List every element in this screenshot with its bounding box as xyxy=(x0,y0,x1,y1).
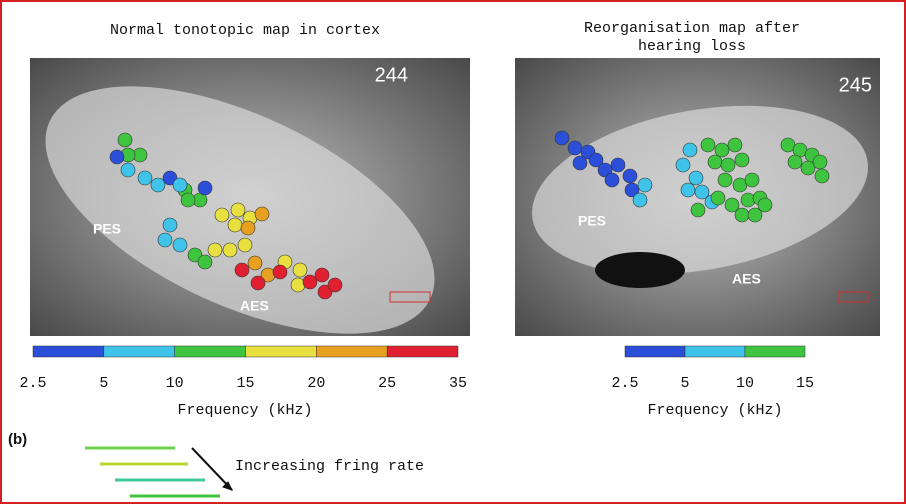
site xyxy=(676,158,690,172)
site xyxy=(638,178,652,192)
site xyxy=(118,133,132,147)
sulcus-label: PES xyxy=(93,221,121,237)
site xyxy=(701,138,715,152)
site xyxy=(241,221,255,235)
site xyxy=(235,263,249,277)
site xyxy=(611,158,625,172)
site xyxy=(223,243,237,257)
site xyxy=(273,265,287,279)
scale-segment xyxy=(33,346,104,357)
site xyxy=(173,238,187,252)
sulcus-label: PES xyxy=(578,213,606,229)
site xyxy=(173,178,187,192)
scale-tick-label: 15 xyxy=(796,375,814,392)
site xyxy=(255,207,269,221)
site xyxy=(735,153,749,167)
site xyxy=(728,138,742,152)
site xyxy=(633,193,647,207)
scale-tick-label: 25 xyxy=(378,375,396,392)
caption: Increasing fring rate xyxy=(235,458,424,475)
site xyxy=(568,141,582,155)
site xyxy=(721,158,735,172)
scale-tick-label: 20 xyxy=(307,375,325,392)
site xyxy=(151,178,165,192)
site xyxy=(683,143,697,157)
sulcus-label: AES xyxy=(240,298,269,314)
scale-segment xyxy=(104,346,175,357)
right-title: hearing loss xyxy=(638,38,746,55)
scale-segment xyxy=(316,346,387,357)
site xyxy=(788,155,802,169)
site xyxy=(328,278,342,292)
site xyxy=(293,263,307,277)
site xyxy=(110,150,124,164)
panel-label: (b) xyxy=(8,431,27,448)
scale-tick-label: 35 xyxy=(449,375,467,392)
site xyxy=(215,208,229,222)
site xyxy=(231,203,245,217)
site xyxy=(198,181,212,195)
scale-tick-label: 2.5 xyxy=(611,375,638,392)
site xyxy=(745,173,759,187)
scale-tick-label: 10 xyxy=(166,375,184,392)
site xyxy=(228,218,242,232)
scale-segment xyxy=(246,346,317,357)
site xyxy=(718,173,732,187)
site xyxy=(741,193,755,207)
site xyxy=(735,208,749,222)
site xyxy=(815,169,829,183)
site xyxy=(691,203,705,217)
site xyxy=(555,131,569,145)
site xyxy=(248,256,262,270)
site xyxy=(158,233,172,247)
scale-segment xyxy=(387,346,458,357)
site xyxy=(573,156,587,170)
scale-label: Frequency (kHz) xyxy=(647,402,782,419)
right-title: Reorganisation map after xyxy=(584,20,800,37)
scale-segment xyxy=(685,346,745,357)
image-id: 245 xyxy=(839,74,872,96)
site xyxy=(605,173,619,187)
site xyxy=(681,183,695,197)
scale-tick-label: 2.5 xyxy=(19,375,46,392)
site xyxy=(291,278,305,292)
site xyxy=(121,163,135,177)
scale-tick-label: 5 xyxy=(99,375,108,392)
scale-tick-label: 15 xyxy=(236,375,254,392)
scale-segment xyxy=(745,346,805,357)
site xyxy=(689,171,703,185)
left-title: Normal tonotopic map in cortex xyxy=(110,22,380,39)
scale-label: Frequency (kHz) xyxy=(177,402,312,419)
site xyxy=(813,155,827,169)
scale-tick-label: 5 xyxy=(680,375,689,392)
site xyxy=(251,276,265,290)
scale-segment xyxy=(175,346,246,357)
scale-tick-label: 10 xyxy=(736,375,754,392)
site xyxy=(181,193,195,207)
scale-segment xyxy=(625,346,685,357)
site xyxy=(315,268,329,282)
site xyxy=(163,218,177,232)
site xyxy=(708,155,722,169)
site xyxy=(138,171,152,185)
site xyxy=(711,191,725,205)
site xyxy=(198,255,212,269)
site xyxy=(758,198,772,212)
image-id: 244 xyxy=(375,64,408,86)
site xyxy=(208,243,222,257)
site xyxy=(303,275,317,289)
site xyxy=(238,238,252,252)
site xyxy=(715,143,729,157)
figure: Normal tonotopic map in cortex Reorganis… xyxy=(0,0,906,504)
site xyxy=(623,169,637,183)
sulcus-label: AES xyxy=(732,271,761,287)
